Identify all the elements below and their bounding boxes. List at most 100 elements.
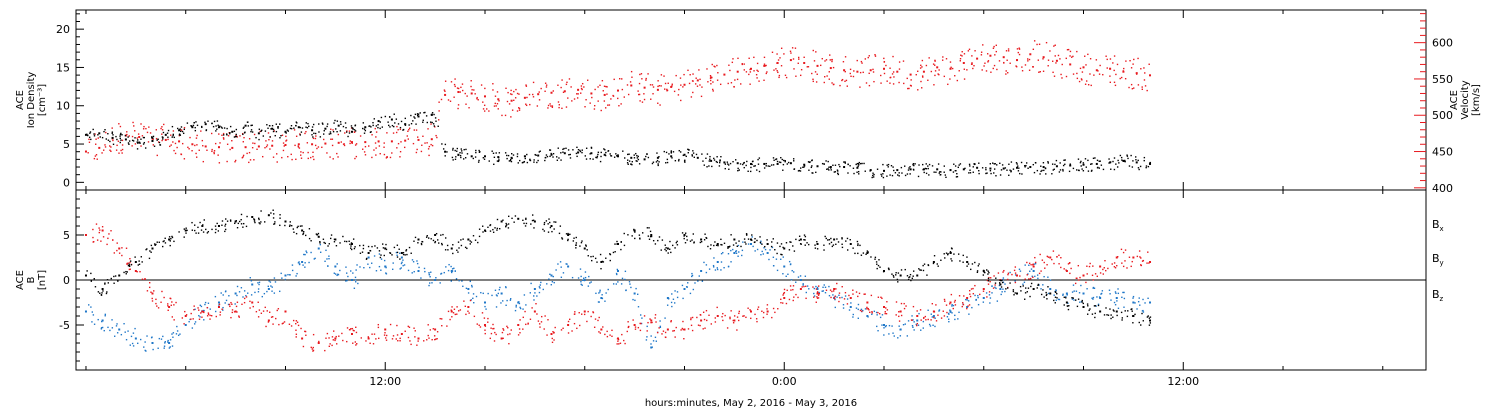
velocity-sample (476, 96, 478, 99)
bx-sample (523, 222, 525, 225)
velocity-point (563, 90, 566, 93)
by-sample (624, 278, 626, 281)
velocity-sample (1144, 72, 1146, 74)
density-tick-label: 15 (56, 61, 70, 74)
velocity-sample (342, 143, 345, 145)
bx-sample (405, 250, 407, 252)
by-sample (337, 273, 339, 275)
by-sample (150, 336, 153, 339)
bx-sample (499, 227, 501, 230)
bz-sample (967, 305, 969, 307)
by-sample (539, 287, 541, 289)
density-sample (552, 152, 555, 155)
velocity-sample (780, 47, 783, 49)
velocity-sample (1120, 76, 1123, 79)
density-sample (775, 158, 778, 160)
bx-point (999, 283, 1002, 286)
density-sample (465, 148, 467, 151)
bx-sample (1068, 305, 1070, 307)
bx-sample (117, 280, 119, 282)
by-sample (222, 306, 224, 309)
bx-sample (408, 246, 411, 249)
bz-sample (257, 301, 259, 303)
axis-label-line: ACE (15, 90, 26, 110)
bx-sample (759, 236, 761, 238)
velocity-point (962, 61, 965, 64)
bz-sample (257, 316, 260, 318)
bz-sample (1011, 273, 1013, 276)
density-sample (1143, 159, 1145, 162)
bx-sample (200, 229, 203, 231)
bx-sample (1148, 317, 1151, 319)
velocity-sample (1113, 55, 1116, 57)
bz-point (251, 301, 254, 304)
by-sample (871, 313, 873, 316)
velocity-point (1095, 69, 1098, 72)
by-sample (284, 278, 287, 281)
bx-sample (185, 232, 187, 234)
bx-sample (1116, 314, 1118, 317)
bx-sample (361, 251, 364, 253)
bx-point (384, 247, 387, 250)
density-point (909, 168, 912, 171)
density-sample (858, 173, 860, 175)
field-axis-label: ACEB[nT] (15, 270, 48, 290)
bz-sample (835, 288, 837, 290)
density-sample (1041, 169, 1043, 172)
velocity-sample (251, 147, 254, 149)
velocity-sample (823, 81, 825, 84)
density-sample (657, 163, 659, 165)
bz-point (267, 319, 270, 322)
bz-sample (325, 337, 327, 339)
bx-sample (857, 252, 859, 255)
velocity-sample (126, 131, 128, 133)
velocity-sample (959, 60, 961, 62)
by-sample (451, 270, 454, 272)
bz-sample (96, 239, 99, 241)
bx-sample (747, 238, 750, 240)
density-sample (1126, 155, 1129, 157)
velocity-sample (1047, 65, 1049, 67)
bx-sample (348, 240, 350, 242)
by-sample (399, 252, 401, 254)
by-sample (1014, 280, 1016, 282)
velocity-sample (671, 85, 673, 87)
bx-sample (94, 286, 97, 288)
bz-sample (650, 321, 652, 324)
density-sample (314, 132, 317, 135)
by-sample (203, 319, 205, 321)
bz-sample (916, 322, 919, 325)
bx-sample (371, 245, 373, 248)
density-sample (351, 127, 353, 129)
velocity-sample (172, 130, 175, 132)
by-sample (188, 320, 190, 323)
by-sample (1114, 304, 1117, 306)
velocity-sample (265, 145, 268, 148)
by-sample (114, 335, 116, 337)
by-sample (1138, 297, 1140, 299)
bx-point (450, 247, 453, 250)
density-sample (924, 167, 927, 170)
bx-sample (547, 231, 550, 233)
velocity-sample (571, 100, 573, 102)
density-sample (1020, 161, 1023, 164)
by-sample (949, 309, 951, 311)
density-point (1109, 161, 1112, 164)
bz-sample (324, 349, 326, 352)
velocity-sample (565, 106, 568, 108)
density-sample (498, 159, 500, 161)
bz-sample (624, 342, 626, 345)
bx-sample (654, 243, 657, 245)
velocity-sample (566, 81, 568, 84)
by-sample (716, 267, 718, 269)
bx-sample (904, 268, 906, 271)
bz-sample (428, 337, 430, 339)
density-sample (1099, 160, 1101, 162)
velocity-sample (638, 82, 641, 85)
bz-sample (864, 293, 866, 295)
bz-sample (369, 342, 371, 344)
density-sample (596, 156, 598, 159)
velocity-sample (637, 90, 639, 92)
bx-sample (525, 217, 527, 220)
velocity-sample (456, 87, 459, 89)
